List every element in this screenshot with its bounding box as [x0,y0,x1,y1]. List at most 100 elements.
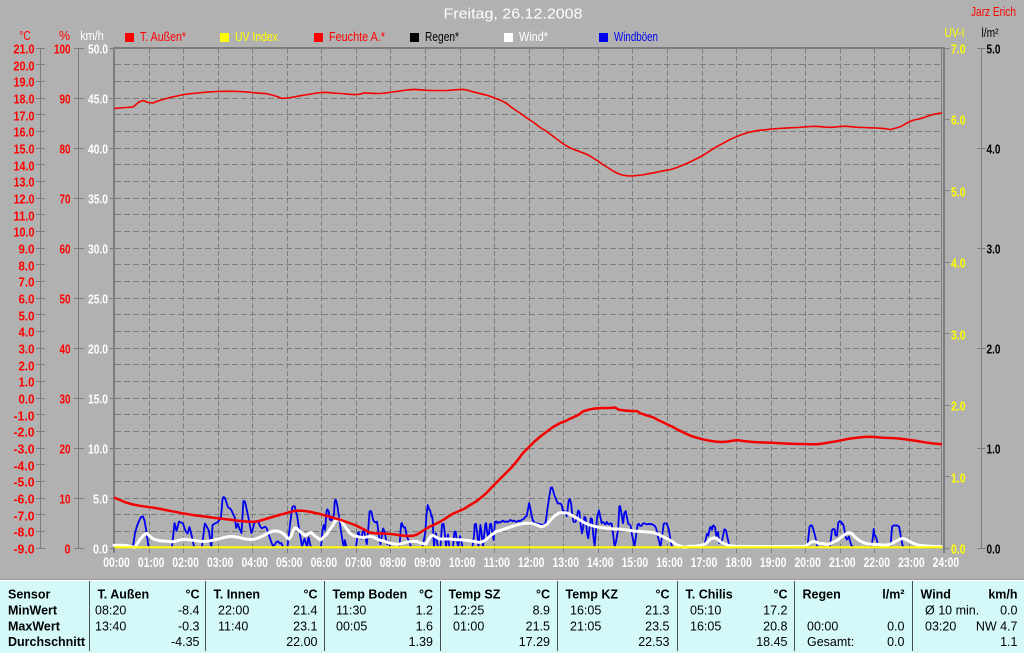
svg-text:0: 0 [65,543,71,557]
svg-text:50.0: 50.0 [88,43,108,57]
svg-text:35.0: 35.0 [88,193,108,207]
svg-text:Sensor: Sensor [8,588,51,602]
svg-text:90: 90 [60,93,71,107]
svg-text:30: 30 [60,393,71,407]
svg-text:16:00: 16:00 [656,554,683,570]
svg-text:-5.0: -5.0 [14,476,35,490]
svg-text:NW 4.7: NW 4.7 [976,620,1018,634]
svg-text:14.0: 14.0 [14,160,35,174]
svg-text:MaxWert: MaxWert [8,620,61,634]
svg-text:MinWert: MinWert [8,604,58,618]
svg-text:16.0: 16.0 [14,126,35,140]
svg-text:2.0: 2.0 [951,400,966,414]
svg-text:20.8: 20.8 [763,620,787,634]
svg-text:17.0: 17.0 [14,110,35,124]
svg-text:Gesamt:: Gesamt: [807,635,854,649]
svg-text:1.6: 1.6 [416,620,433,634]
svg-text:5.0: 5.0 [987,43,1001,57]
svg-text:5.0: 5.0 [19,310,35,324]
svg-text:15:00: 15:00 [622,554,649,570]
svg-text:21:05: 21:05 [570,620,601,634]
svg-text:°C: °C [419,588,433,602]
svg-text:Feuchte A.*: Feuchte A.* [329,29,385,44]
svg-text:05:00: 05:00 [276,554,303,570]
svg-text:10.0: 10.0 [14,226,35,240]
svg-text:km/h: km/h [988,588,1017,602]
svg-text:°C: °C [185,588,199,602]
svg-text:22:00: 22:00 [218,604,249,618]
svg-text:Regen: Regen [803,588,841,602]
svg-text:%: % [59,29,70,43]
svg-text:09:00: 09:00 [414,554,441,570]
svg-text:UV-I: UV-I [945,26,965,40]
svg-text:1.0: 1.0 [951,472,966,486]
svg-text:21.3: 21.3 [645,604,669,618]
svg-text:20.0: 20.0 [88,343,108,357]
svg-text:-7.0: -7.0 [14,510,35,524]
svg-text:7.0: 7.0 [19,276,35,290]
svg-text:9.0: 9.0 [19,243,35,257]
svg-text:°C: °C [536,588,550,602]
svg-text:7.0: 7.0 [951,43,966,57]
svg-text:UV Index: UV Index [235,29,278,44]
svg-text:l/m²: l/m² [982,26,999,40]
svg-text:21.0: 21.0 [14,43,35,57]
svg-text:Wind*: Wind* [519,29,548,44]
svg-text:01:00: 01:00 [453,620,484,634]
svg-text:Durchschnitt: Durchschnitt [8,635,86,649]
svg-text:18.0: 18.0 [14,93,35,107]
svg-text:12:25: 12:25 [453,604,484,618]
svg-text:8.0: 8.0 [19,260,35,274]
svg-text:20:00: 20:00 [794,554,821,570]
svg-text:17.2: 17.2 [763,604,787,618]
svg-text:21:00: 21:00 [829,554,856,570]
svg-text:18.45: 18.45 [756,635,787,649]
svg-text:60: 60 [60,243,71,257]
svg-text:11:00: 11:00 [483,554,510,570]
svg-text:50: 50 [60,293,71,307]
svg-text:21.5: 21.5 [526,620,550,634]
svg-text:1.1: 1.1 [1000,635,1017,649]
svg-text:22:00: 22:00 [864,554,891,570]
svg-text:Freitag, 26.12.2008: Freitag, 26.12.2008 [444,7,583,23]
svg-text:Temp SZ: Temp SZ [449,588,501,602]
svg-text:-6.0: -6.0 [14,493,35,507]
svg-text:10: 10 [60,493,71,507]
svg-text:8.9: 8.9 [533,604,550,618]
svg-text:°C: °C [19,29,31,43]
svg-text:00:00: 00:00 [807,620,838,634]
svg-text:-1.0: -1.0 [14,410,35,424]
svg-text:Temp Boden: Temp Boden [333,588,408,602]
svg-text:16:05: 16:05 [690,620,721,634]
svg-text:14:00: 14:00 [587,554,614,570]
svg-text:02:00: 02:00 [172,554,199,570]
svg-text:06:00: 06:00 [311,554,338,570]
svg-text:3.0: 3.0 [987,243,1001,257]
svg-text:25.0: 25.0 [88,293,108,307]
svg-text:05:10: 05:10 [690,604,721,618]
svg-text:01:00: 01:00 [138,554,165,570]
svg-text:11:40: 11:40 [218,620,248,634]
svg-text:4.0: 4.0 [987,143,1001,157]
svg-text:1.2: 1.2 [416,604,433,618]
svg-text:0.0: 0.0 [987,543,1001,557]
svg-text:23.5: 23.5 [645,620,669,634]
svg-text:00:05: 00:05 [336,620,367,634]
svg-text:24:00: 24:00 [933,554,960,570]
svg-text:70: 70 [60,193,71,207]
svg-text:22.53: 22.53 [638,635,669,649]
svg-text:Temp KZ: Temp KZ [566,588,619,602]
svg-text:00:00: 00:00 [103,554,130,570]
svg-text:T. Innen: T. Innen [214,588,261,602]
svg-text:km/h: km/h [80,29,104,43]
svg-text:0.0: 0.0 [951,543,966,557]
svg-text:10.0: 10.0 [88,443,108,457]
svg-text:13:40: 13:40 [95,620,126,634]
svg-text:Windböen: Windböen [614,29,658,44]
svg-text:-9.0: -9.0 [14,543,35,557]
svg-text:21.4: 21.4 [293,604,317,618]
svg-text:-8.4: -8.4 [178,604,200,618]
svg-text:07:00: 07:00 [345,554,372,570]
svg-text:°C: °C [773,588,787,602]
svg-text:5.0: 5.0 [951,186,966,200]
